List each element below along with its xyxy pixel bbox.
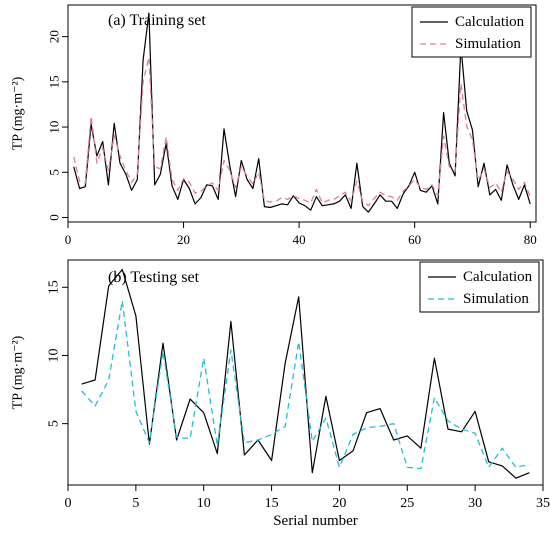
legend-label: Simulation xyxy=(455,36,521,52)
y-tick-label: 10 xyxy=(47,121,62,134)
y-tick-label: 15 xyxy=(47,280,62,294)
x-tick-label: 10 xyxy=(197,496,211,511)
x-tick-label: 80 xyxy=(524,232,537,247)
x-tick-label: 35 xyxy=(536,496,550,511)
x-tick-label: 40 xyxy=(293,232,306,247)
series-line-simulation xyxy=(81,300,530,470)
legend-box xyxy=(419,261,540,313)
y-tick-label: 5 xyxy=(47,420,62,427)
x-axis-label: Serial number xyxy=(273,513,358,529)
legend-label: Calculation xyxy=(463,269,533,285)
series-line-simulation xyxy=(73,56,531,207)
y-tick-label: 15 xyxy=(47,75,62,88)
chart-panel-testing: 0 5 10 15 20 25 30 35 5 10 15 TP (mg·m⁻²) Serial num… xyxy=(11,259,550,529)
x-tick-label: 5 xyxy=(132,496,139,511)
x-tick-label: 15 xyxy=(265,496,279,511)
plot-frame xyxy=(67,4,537,223)
series-line-calculation xyxy=(73,12,531,213)
y-tick-label: 0 xyxy=(47,214,62,221)
legend-label: Simulation xyxy=(463,291,529,307)
y-tick-label: 10 xyxy=(47,348,62,362)
x-tick-label: 20 xyxy=(177,232,190,247)
x-tick-label: 30 xyxy=(468,496,482,511)
x-tick-label: 20 xyxy=(332,496,346,511)
y-axis-label: TP (mg·m⁻²) xyxy=(11,76,26,150)
x-tick-label: 60 xyxy=(408,232,421,247)
legend-label: Calculation xyxy=(455,14,525,30)
legend-box xyxy=(411,6,532,58)
y-tick-label: 20 xyxy=(47,30,62,43)
plot-frame xyxy=(67,259,544,486)
x-tick-label: 0 xyxy=(65,496,72,511)
panel-title: (a) Training set xyxy=(108,12,206,29)
y-tick-label: 5 xyxy=(47,169,62,176)
panel-title: (b) Testing set xyxy=(108,269,200,286)
chart-panel-training: 0 20 40 60 80 0 5 10 15 20 TP (mg·m⁻²) (a) Training… xyxy=(11,4,537,247)
x-tick-label: 0 xyxy=(65,232,72,247)
x-tick-label: 25 xyxy=(400,496,414,511)
y-axis-label: TP (mg·m⁻²) xyxy=(11,335,26,409)
